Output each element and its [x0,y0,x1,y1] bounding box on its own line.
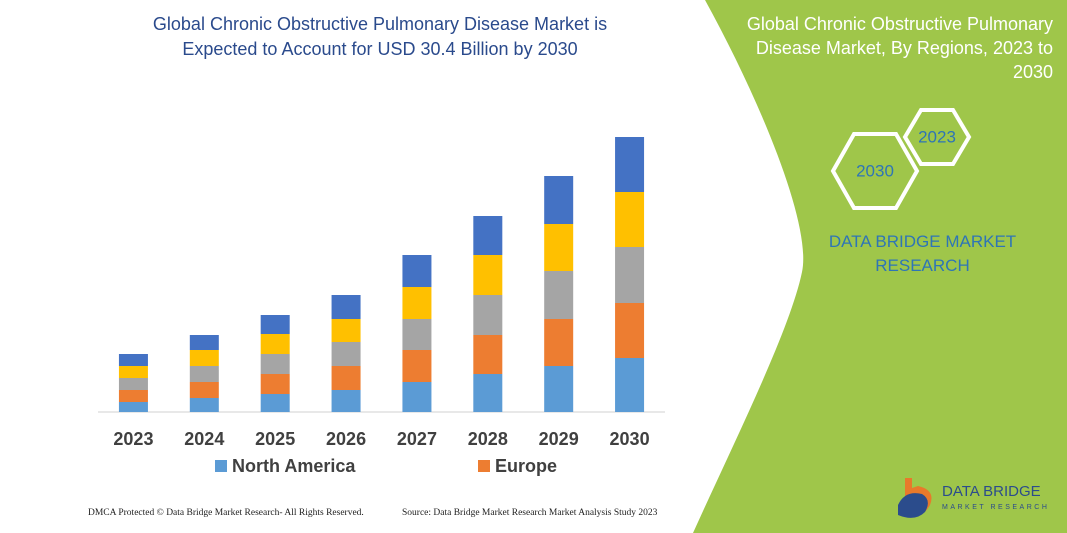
bar-segment [118,402,148,412]
legend-label: Europe [495,456,557,476]
bar-segment [615,303,645,358]
bar-segment [189,335,219,350]
bar-segment [473,255,503,295]
bar-segment [615,192,645,247]
bar-segment [331,390,361,412]
footer-right: Source: Data Bridge Market Research Mark… [402,508,658,518]
logo-icon [898,493,928,518]
legend-label: North America [232,456,356,476]
bar-segment [189,350,219,366]
bar-segment [544,224,574,271]
x-tick-label: 2027 [397,429,437,449]
bar-segment [260,394,290,412]
x-tick-label: 2028 [468,429,508,449]
bar-segment [118,354,148,366]
hex-label: 2023 [918,127,956,146]
x-tick-label: 2023 [113,429,153,449]
bar-segment [331,319,361,342]
bar-segment [260,334,290,354]
bar-segment [615,358,645,412]
bar-segment [544,366,574,412]
bar-segment [473,374,503,412]
bar-segment [402,255,432,287]
bar-segment [473,295,503,335]
hexagon [830,132,920,210]
brand: DATA BRIDGE MARKET RESEARCH [828,232,1017,275]
chart-title: Global Chronic Obstructive Pulmonary Dis… [152,14,608,59]
hexagon [902,108,972,166]
x-tick-label: 2029 [539,429,579,449]
x-tick-label: 2026 [326,429,366,449]
bar-segment [544,319,574,366]
bar-segment [331,342,361,366]
x-tick-label: 2030 [610,429,650,449]
green-panel [693,0,1067,533]
bar-segment [544,176,574,224]
bar-segment [118,390,148,402]
bar-segment [189,366,219,382]
bar-segment [402,319,432,350]
bar-segment [260,374,290,394]
bar-segment [260,315,290,334]
bar-segment [544,271,574,319]
x-tick-label: 2024 [184,429,224,449]
bar-segment [473,335,503,374]
bar-segment [189,398,219,412]
bar-segment [189,382,219,398]
bar-segment [615,137,645,192]
logo-name: DATA BRIDGE [942,483,1041,500]
bar-segment [615,247,645,303]
footer-left: DMCA Protected © Data Bridge Market Rese… [88,508,364,518]
bar-segment [260,354,290,374]
logo-tagline: MARKET RESEARCH [942,504,1049,511]
bar-segment [402,287,432,319]
bar-segment [402,382,432,412]
legend-swatch [215,460,227,472]
bar-segment [118,366,148,378]
bar-segment [473,216,503,255]
legend-swatch [478,460,490,472]
panel-title: Global Chronic Obstructive Pulmonary Dis… [746,14,1053,82]
bar-segment [331,295,361,319]
bar-segment [118,378,148,390]
hex-label: 2030 [856,161,894,180]
bar-segment [402,350,432,382]
x-tick-label: 2025 [255,429,295,449]
bar-segment [331,366,361,390]
